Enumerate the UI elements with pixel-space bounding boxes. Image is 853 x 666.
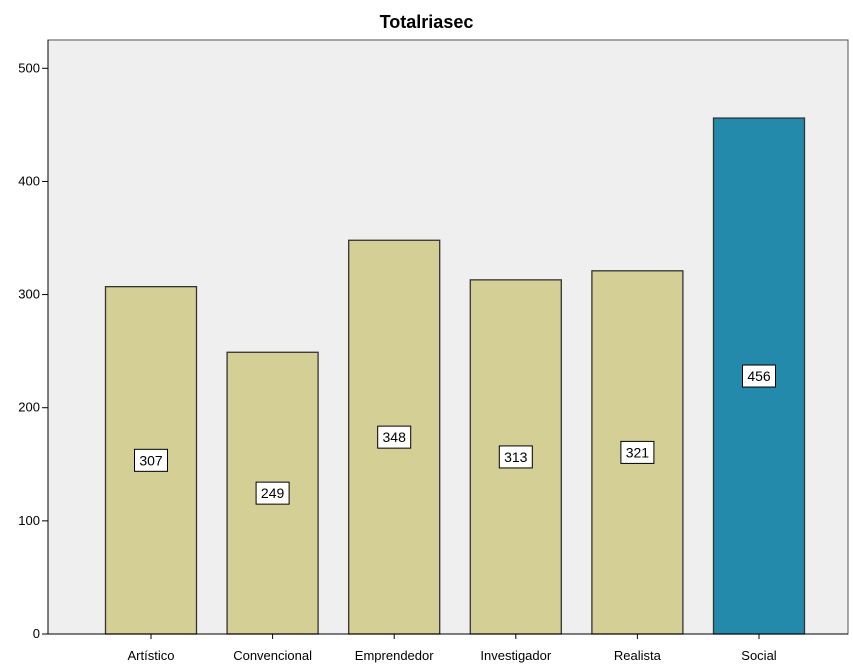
x-tick-label: Social [741,648,777,663]
x-tick-label: Emprendedor [355,648,434,663]
bars: 307 249 348 313 321 456 [104,117,806,635]
value-label: 313 [504,449,528,465]
y-tick-label: 0 [33,626,40,641]
y-axis: 0 100 200 300 400 500 [18,40,49,641]
y-tick-label: 100 [18,513,40,528]
value-label-box [498,445,533,469]
y-tick-label: 300 [18,287,40,302]
value-label-box [134,448,168,472]
value-label-box [742,364,776,388]
y-tick-label: 500 [18,60,40,75]
value-label-box [377,425,412,449]
value-label: 307 [139,452,163,468]
x-tick-label: Realista [614,648,662,663]
chart-title: Totalriasec [379,12,474,32]
value-label: 249 [261,485,285,501]
value-label-box [620,440,655,464]
y-tick-label: 200 [18,400,40,415]
x-tick-label: Artístico [128,648,175,663]
y-tick-label: 400 [18,173,40,188]
x-axis: Artístico Convencional Emprendedor Investig… [48,633,848,663]
value-label: 321 [626,444,650,460]
value-label: 456 [747,368,771,384]
value-label-box [255,481,290,505]
x-tick-label: Investigador [480,648,551,663]
x-tick-label: Convencional [233,648,312,663]
value-label: 348 [383,429,407,445]
